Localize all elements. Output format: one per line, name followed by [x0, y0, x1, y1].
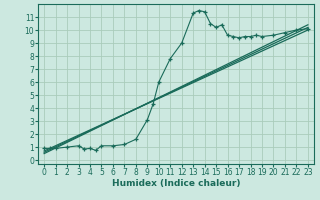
X-axis label: Humidex (Indice chaleur): Humidex (Indice chaleur): [112, 179, 240, 188]
